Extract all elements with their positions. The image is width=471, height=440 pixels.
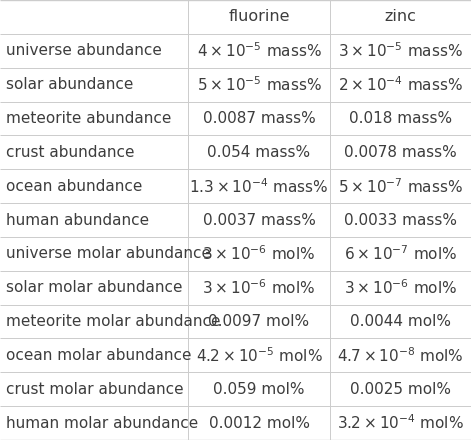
Text: $4.7\times10^{-8}$ mol%: $4.7\times10^{-8}$ mol%: [337, 346, 463, 365]
Text: $5\times10^{-7}$ mass%: $5\times10^{-7}$ mass%: [338, 177, 463, 195]
Text: $3\times10^{-6}$ mol%: $3\times10^{-6}$ mol%: [203, 245, 316, 263]
Text: $3\times10^{-6}$ mol%: $3\times10^{-6}$ mol%: [344, 279, 457, 297]
Text: $4.2\times10^{-5}$ mol%: $4.2\times10^{-5}$ mol%: [195, 346, 323, 365]
Text: 0.0078 mass%: 0.0078 mass%: [344, 145, 457, 160]
Text: solar molar abundance: solar molar abundance: [6, 280, 182, 295]
Text: human abundance: human abundance: [6, 213, 149, 227]
Text: $3.2\times10^{-4}$ mol%: $3.2\times10^{-4}$ mol%: [337, 414, 464, 433]
Text: 0.0044 mol%: 0.0044 mol%: [350, 314, 451, 329]
Text: crust abundance: crust abundance: [6, 145, 134, 160]
Text: $1.3\times10^{-4}$ mass%: $1.3\times10^{-4}$ mass%: [189, 177, 329, 195]
Text: $3\times10^{-6}$ mol%: $3\times10^{-6}$ mol%: [203, 279, 316, 297]
Text: 0.0033 mass%: 0.0033 mass%: [344, 213, 457, 227]
Text: $6\times10^{-7}$ mol%: $6\times10^{-7}$ mol%: [344, 245, 457, 263]
Text: universe molar abundance: universe molar abundance: [6, 246, 211, 261]
Text: fluorine: fluorine: [228, 9, 290, 25]
Text: 0.059 mol%: 0.059 mol%: [213, 382, 305, 397]
Text: $2\times10^{-4}$ mass%: $2\times10^{-4}$ mass%: [338, 75, 463, 94]
Text: universe abundance: universe abundance: [6, 43, 162, 58]
Text: meteorite abundance: meteorite abundance: [6, 111, 171, 126]
Text: 0.0037 mass%: 0.0037 mass%: [203, 213, 316, 227]
Text: $4\times10^{-5}$ mass%: $4\times10^{-5}$ mass%: [196, 41, 322, 60]
Text: 0.0012 mol%: 0.0012 mol%: [209, 415, 309, 431]
Text: 0.0097 mol%: 0.0097 mol%: [209, 314, 309, 329]
Text: 0.0025 mol%: 0.0025 mol%: [350, 382, 451, 397]
Text: crust molar abundance: crust molar abundance: [6, 382, 183, 397]
Text: 0.0087 mass%: 0.0087 mass%: [203, 111, 316, 126]
Text: meteorite molar abundance: meteorite molar abundance: [6, 314, 220, 329]
Text: 0.018 mass%: 0.018 mass%: [349, 111, 452, 126]
Text: 0.054 mass%: 0.054 mass%: [208, 145, 310, 160]
Text: $5\times10^{-5}$ mass%: $5\times10^{-5}$ mass%: [196, 75, 322, 94]
Text: ocean molar abundance: ocean molar abundance: [6, 348, 191, 363]
Text: $3\times10^{-5}$ mass%: $3\times10^{-5}$ mass%: [338, 41, 463, 60]
Text: zinc: zinc: [384, 9, 416, 25]
Text: ocean abundance: ocean abundance: [6, 179, 142, 194]
Text: solar abundance: solar abundance: [6, 77, 133, 92]
Text: human molar abundance: human molar abundance: [6, 415, 198, 431]
